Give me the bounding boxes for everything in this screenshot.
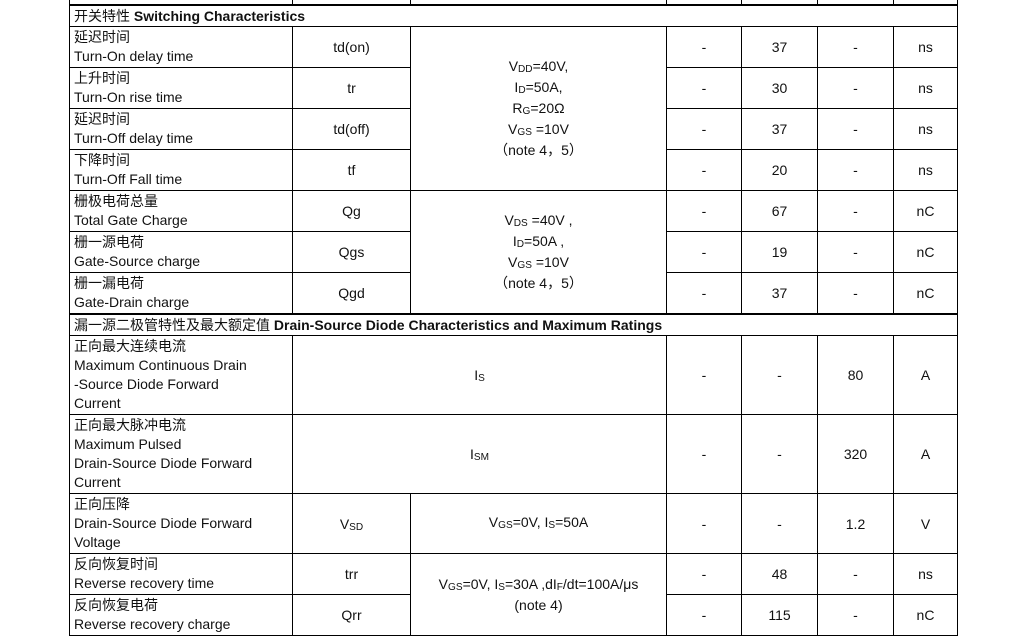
max-cell: -	[817, 67, 894, 109]
symbol-cell: Qrr	[292, 594, 411, 636]
typ-cell: 19	[741, 231, 818, 273]
param-cell: 正向最大脉冲电流 Maximum Pulsed Drain-Source Dio…	[69, 414, 293, 494]
typ-cell: 67	[741, 190, 818, 232]
param-cell: 延迟时间 Turn-Off delay time	[69, 108, 293, 150]
section-header-cell: 漏一源二极管特性及最大额定值 Drain-Source Diode Charac…	[69, 313, 958, 336]
param-cell: 栅一漏电荷 Gate-Drain charge	[69, 272, 293, 315]
min-cell: -	[666, 553, 742, 595]
conditions-cell-gate-charge: VDS =40V , ID=50A , VGS =10V （note 4，5）	[410, 190, 667, 315]
max-cell: 80	[817, 335, 894, 415]
conditions-cell-vsd: VGS=0V, IS=50A	[410, 493, 667, 554]
min-cell: -	[666, 149, 742, 191]
symbol-cell: td(on)	[292, 26, 411, 68]
table-row-tr: 上升时间 Turn-On rise time tr - 30 - ns	[69, 67, 958, 109]
typ-cell: 30	[741, 67, 818, 109]
symbol-cell: tf	[292, 149, 411, 191]
min-cell: -	[666, 231, 742, 273]
max-cell: 1.2	[817, 493, 894, 554]
max-cell: -	[817, 108, 894, 150]
conditions-cell-switching: VDD=40V, ID=50A, RG=20Ω VGS =10V （note 4…	[410, 26, 667, 191]
min-cell: -	[666, 594, 742, 636]
symbol-cell: Qgs	[292, 231, 411, 273]
max-cell: -	[817, 231, 894, 273]
unit-cell: nC	[893, 272, 958, 315]
min-cell: -	[666, 414, 742, 494]
param-cell: 上升时间 Turn-On rise time	[69, 67, 293, 109]
conditions-cell-recovery: VGS=0V, IS=30A ,dIF/dt=100A/μs (note 4)	[410, 553, 667, 636]
min-cell: -	[666, 190, 742, 232]
unit-cell: ns	[893, 149, 958, 191]
param-cell: 正向压降 Drain-Source Diode Forward Voltage	[69, 493, 293, 554]
max-cell: -	[817, 553, 894, 595]
symbol-cell: tr	[292, 67, 411, 109]
param-cell: 下降时间 Turn-Off Fall time	[69, 149, 293, 191]
symbol-cell: IS	[292, 335, 667, 415]
typ-cell: -	[741, 414, 818, 494]
section-title-en: Drain-Source Diode Characteristics and M…	[273, 317, 663, 333]
section-title-zh: 开关特性	[74, 8, 130, 24]
table-row-vsd: 正向压降 Drain-Source Diode Forward Voltage …	[69, 493, 958, 554]
table-row-qg: 栅极电荷总量 Total Gate Charge Qg VDS =40V , I…	[69, 190, 958, 315]
table-row-td-off: 延迟时间 Turn-Off delay time td(off) - 37 - …	[69, 108, 958, 150]
symbol-cell: td(off)	[292, 108, 411, 150]
typ-cell: 37	[741, 26, 818, 68]
table-row-tf: 下降时间 Turn-Off Fall time tf - 20 - ns	[69, 149, 958, 191]
unit-cell: ns	[893, 67, 958, 109]
max-cell: -	[817, 149, 894, 191]
max-cell: -	[817, 190, 894, 232]
min-cell: -	[666, 335, 742, 415]
param-cell: 反向恢复时间 Reverse recovery time	[69, 553, 293, 595]
table-row-ism: 正向最大脉冲电流 Maximum Pulsed Drain-Source Dio…	[69, 414, 958, 494]
section-title-zh: 漏一源二极管特性及最大额定值	[74, 317, 270, 333]
min-cell: -	[666, 108, 742, 150]
typ-cell: 115	[741, 594, 818, 636]
max-cell: -	[817, 272, 894, 315]
unit-cell: ns	[893, 108, 958, 150]
min-cell: -	[666, 493, 742, 554]
typ-cell: 20	[741, 149, 818, 191]
table-row-is: 正向最大连续电流 Maximum Continuous Drain -Sourc…	[69, 335, 958, 415]
min-cell: -	[666, 26, 742, 68]
max-cell: 320	[817, 414, 894, 494]
unit-cell: nC	[893, 594, 958, 636]
symbol-cell: Qg	[292, 190, 411, 232]
symbol-cell: trr	[292, 553, 411, 595]
table-row-trr: 反向恢复时间 Reverse recovery time trr VGS=0V,…	[69, 553, 958, 636]
param-cell: 正向最大连续电流 Maximum Continuous Drain -Sourc…	[69, 335, 293, 415]
unit-cell: nC	[893, 190, 958, 232]
table-row-td-on: 延迟时间 Turn-On delay time td(on) VDD=40V, …	[69, 26, 958, 191]
typ-cell: 37	[741, 108, 818, 150]
unit-cell: ns	[893, 553, 958, 595]
symbol-cell: Qgd	[292, 272, 411, 315]
table-row-qgd: 栅一漏电荷 Gate-Drain charge Qgd - 37 - nC	[69, 272, 958, 315]
param-cell: 栅一源电荷 Gate-Source charge	[69, 231, 293, 273]
typ-cell: 48	[741, 553, 818, 595]
min-cell: -	[666, 67, 742, 109]
param-cell: 反向恢复电荷 Reverse recovery charge	[69, 594, 293, 636]
characteristics-table: 开关特性 Switching Characteristics 延迟时间 Turn…	[69, 0, 958, 636]
unit-cell: A	[893, 414, 958, 494]
table-row-qgs: 栅一源电荷 Gate-Source charge Qgs - 19 - nC	[69, 231, 958, 273]
table-row-qrr: 反向恢复电荷 Reverse recovery charge Qrr - 115…	[69, 594, 958, 636]
unit-cell: A	[893, 335, 958, 415]
min-cell: -	[666, 272, 742, 315]
section-header-diode: 漏一源二极管特性及最大额定值 Drain-Source Diode Charac…	[69, 313, 958, 336]
symbol-cell: ISM	[292, 414, 667, 494]
max-cell: -	[817, 26, 894, 68]
section-title-en: Switching Characteristics	[133, 8, 306, 24]
typ-cell: 37	[741, 272, 818, 315]
unit-cell: nC	[893, 231, 958, 273]
param-cell: 延迟时间 Turn-On delay time	[69, 26, 293, 68]
unit-cell: ns	[893, 26, 958, 68]
param-cell: 栅极电荷总量 Total Gate Charge	[69, 190, 293, 232]
section-header-cell: 开关特性 Switching Characteristics	[69, 4, 958, 27]
typ-cell: -	[741, 493, 818, 554]
max-cell: -	[817, 594, 894, 636]
typ-cell: -	[741, 335, 818, 415]
unit-cell: V	[893, 493, 958, 554]
section-header-switching: 开关特性 Switching Characteristics	[69, 4, 958, 27]
symbol-cell: VSD	[292, 493, 411, 554]
